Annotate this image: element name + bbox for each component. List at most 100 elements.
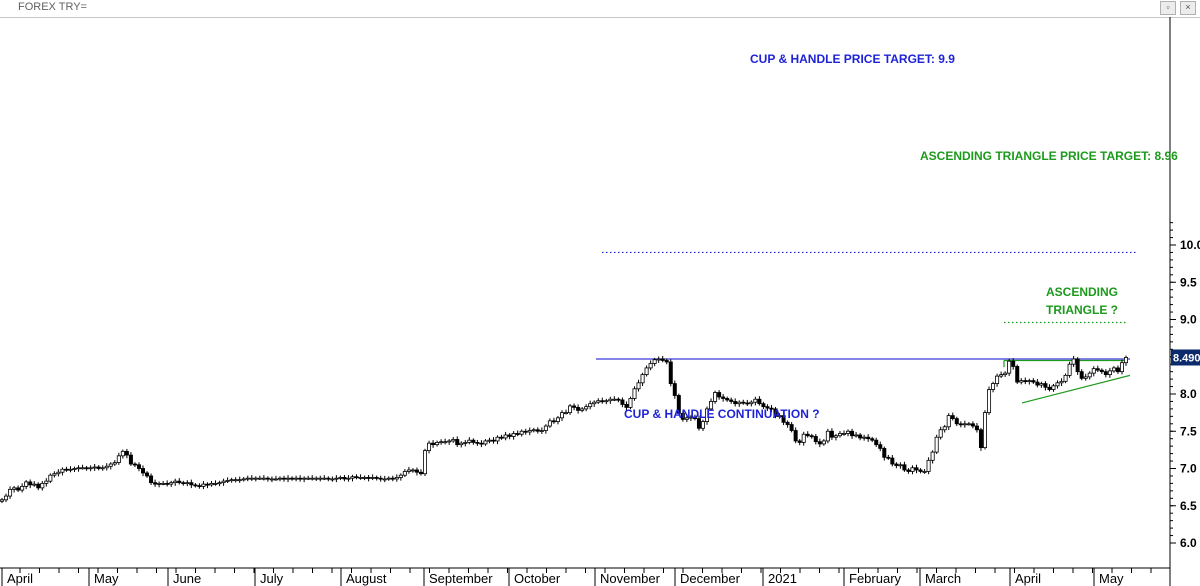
- candle-body: [999, 374, 1004, 377]
- candle-body: [245, 477, 250, 480]
- candle-body: [358, 477, 363, 479]
- candle-body: [1027, 380, 1032, 382]
- candle-body: [1051, 385, 1056, 390]
- candle-body: [709, 401, 714, 410]
- candle-body: [406, 469, 411, 472]
- candle-body: [910, 467, 915, 472]
- candle-body: [954, 418, 959, 425]
- candle-body: [684, 417, 689, 420]
- window-title-bar: FOREX TRY= ▫ ×: [0, 0, 1200, 18]
- candle-body: [314, 477, 319, 480]
- candle-body: [1059, 380, 1064, 384]
- candle-body: [44, 480, 49, 484]
- candle-body: [374, 477, 379, 479]
- candle-body: [253, 477, 258, 480]
- candle-body: [624, 404, 629, 408]
- candle-body: [592, 401, 597, 405]
- candle-body: [88, 467, 93, 470]
- candle-body: [261, 477, 266, 480]
- candle-body: [974, 425, 979, 431]
- ascending-label: ASCENDING: [1046, 285, 1118, 299]
- candle-body: [934, 436, 939, 453]
- candle-body: [676, 395, 681, 414]
- restore-button[interactable]: ▫: [1160, 1, 1176, 15]
- candle-body: [350, 476, 355, 479]
- candle-body: [688, 416, 693, 419]
- candle-body: [487, 439, 492, 442]
- candle-body: [918, 469, 923, 472]
- x-month-label: March: [925, 571, 961, 586]
- candle-body: [124, 450, 129, 456]
- candle-body: [16, 487, 21, 491]
- candle-body: [1031, 380, 1036, 383]
- candle-body: [459, 442, 464, 446]
- x-month-label: June: [173, 571, 201, 586]
- y-tick-label: 7.5: [1180, 424, 1197, 438]
- candle-body: [1055, 382, 1060, 387]
- candle-body: [584, 406, 589, 410]
- x-month-label: August: [346, 571, 387, 586]
- candle-body: [753, 398, 758, 403]
- candle-body: [479, 442, 484, 445]
- candle-body: [483, 440, 488, 445]
- candle-body: [145, 472, 150, 477]
- candle-body: [342, 477, 347, 480]
- candle-body: [189, 482, 194, 486]
- candle-body: [435, 442, 440, 446]
- candle-body: [68, 468, 73, 471]
- candle-body: [527, 430, 532, 433]
- candle-body: [846, 430, 851, 434]
- candle-body: [495, 436, 500, 442]
- candle-body: [535, 429, 540, 432]
- candle-body: [656, 358, 661, 361]
- candle-body: [84, 467, 89, 470]
- candle-body: [914, 467, 919, 471]
- candle-body: [322, 477, 327, 480]
- candle-body: [785, 421, 790, 425]
- candle-body: [104, 465, 109, 469]
- candle-body: [543, 425, 548, 431]
- candle-body: [596, 400, 601, 403]
- candle-body: [249, 477, 254, 480]
- candle-body: [926, 459, 931, 472]
- candle-body: [705, 408, 710, 422]
- candle-body: [572, 405, 577, 408]
- candle-body: [112, 462, 117, 465]
- candle-body: [632, 388, 637, 399]
- candle-body: [1124, 357, 1129, 364]
- candle-body: [334, 477, 339, 480]
- candle-body: [813, 436, 818, 443]
- candle-body: [475, 442, 480, 444]
- candle-body: [128, 454, 133, 465]
- candle-body: [286, 477, 291, 480]
- candle-body: [660, 358, 665, 361]
- candle-body: [930, 451, 935, 461]
- candle-body: [237, 479, 242, 482]
- candle-body: [737, 401, 742, 405]
- ascending-support-line: [1021, 374, 1131, 404]
- candle-body: [890, 457, 895, 465]
- candle-body: [829, 430, 834, 438]
- candle-body: [608, 398, 613, 402]
- candle-body: [302, 477, 307, 480]
- candle-body: [282, 477, 287, 480]
- candle-body: [664, 360, 669, 363]
- candle-body: [982, 412, 987, 449]
- candle-body: [866, 436, 871, 440]
- candle-body: [1111, 367, 1116, 372]
- candle-body: [173, 480, 178, 484]
- candle-body: [950, 415, 955, 419]
- candle-body: [1075, 358, 1080, 373]
- candle-body: [870, 438, 875, 441]
- close-button[interactable]: ×: [1180, 1, 1196, 15]
- triangle-target-label: ASCENDING TRIANGLE PRICE TARGET: 8.96: [920, 149, 1178, 163]
- candle-body: [1067, 363, 1072, 376]
- candle-body: [604, 400, 609, 403]
- candle-body: [1087, 372, 1092, 378]
- candle-body: [733, 401, 738, 405]
- candle-body: [72, 468, 77, 470]
- candle-body: [1011, 360, 1016, 367]
- candle-body: [414, 469, 419, 473]
- candle-body: [551, 420, 556, 423]
- candle-body: [700, 421, 705, 429]
